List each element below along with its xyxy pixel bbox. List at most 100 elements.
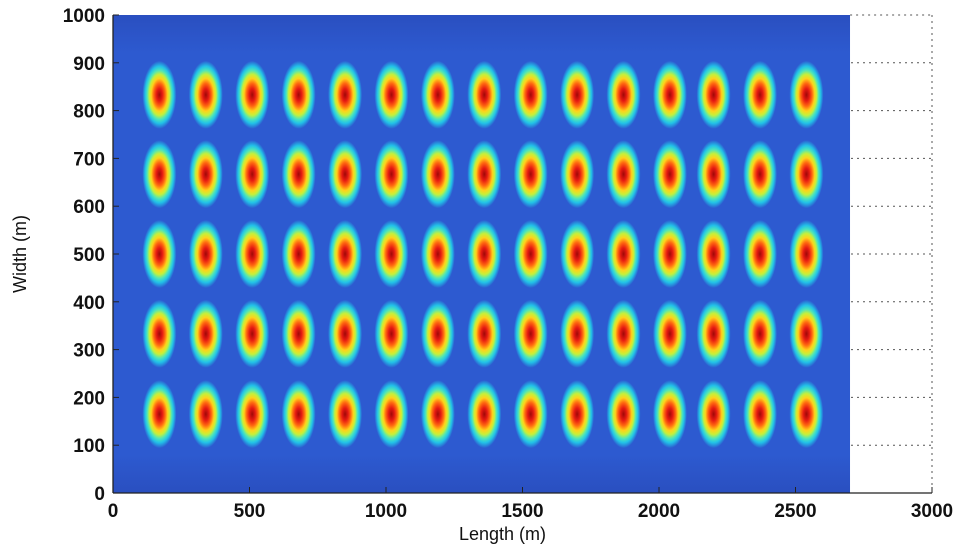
heatmap-area bbox=[113, 15, 851, 493]
heat-spot bbox=[281, 380, 316, 449]
heat-spot bbox=[142, 220, 177, 288]
heat-spot bbox=[696, 220, 731, 288]
heat-spot bbox=[281, 140, 316, 209]
heat-spot bbox=[188, 380, 223, 449]
heat-spot bbox=[652, 380, 687, 449]
y-tick-label: 900 bbox=[73, 54, 105, 75]
heat-spot bbox=[513, 60, 548, 129]
heat-spot bbox=[696, 140, 731, 209]
heat-spot bbox=[789, 140, 824, 209]
heat-spot bbox=[513, 220, 548, 288]
heat-spot bbox=[142, 380, 177, 449]
heat-spot bbox=[328, 220, 363, 288]
heat-spot bbox=[328, 140, 363, 209]
heat-spot bbox=[188, 60, 223, 129]
heat-spot bbox=[789, 60, 824, 129]
heat-spot bbox=[188, 299, 223, 368]
heat-spot bbox=[652, 60, 687, 129]
y-tick-label: 1000 bbox=[63, 6, 105, 27]
heat-spot bbox=[606, 380, 641, 449]
heat-spot bbox=[235, 380, 270, 449]
y-tick-label: 400 bbox=[73, 293, 105, 314]
heat-spot bbox=[281, 299, 316, 368]
heat-spot bbox=[560, 299, 595, 368]
heat-spot bbox=[188, 140, 223, 209]
heat-spot bbox=[696, 60, 731, 129]
heat-spot bbox=[743, 140, 778, 209]
heat-spot bbox=[235, 299, 270, 368]
heat-spot bbox=[420, 60, 455, 129]
heat-spot bbox=[560, 60, 595, 129]
x-axis-label: Length (m) bbox=[459, 524, 546, 544]
y-tick-label: 0 bbox=[94, 484, 105, 505]
heat-spot bbox=[328, 380, 363, 449]
heat-spot bbox=[420, 140, 455, 209]
heat-spot bbox=[606, 140, 641, 209]
heat-spot bbox=[328, 60, 363, 129]
heat-spot bbox=[235, 220, 270, 288]
heat-spot bbox=[142, 299, 177, 368]
heat-spot bbox=[560, 140, 595, 209]
x-tick-label: 3000 bbox=[911, 501, 953, 522]
y-tick-label: 200 bbox=[73, 388, 105, 409]
heat-spot bbox=[606, 60, 641, 129]
y-axis-label: Width (m) bbox=[10, 215, 30, 293]
heat-spot bbox=[374, 380, 409, 449]
heat-spot bbox=[696, 380, 731, 449]
heat-spot bbox=[606, 299, 641, 368]
heat-spot bbox=[328, 299, 363, 368]
heat-spot bbox=[743, 60, 778, 129]
y-tick-label: 800 bbox=[73, 102, 105, 123]
heat-spot bbox=[374, 140, 409, 209]
heat-spot bbox=[789, 380, 824, 449]
heat-spot bbox=[374, 60, 409, 129]
heat-spot bbox=[560, 220, 595, 288]
heat-spot bbox=[467, 380, 502, 449]
heat-spot bbox=[652, 140, 687, 209]
heat-spot bbox=[374, 299, 409, 368]
heat-spot bbox=[513, 299, 548, 368]
x-tick-label: 1000 bbox=[365, 501, 407, 522]
heat-spot bbox=[513, 380, 548, 449]
x-tick-label: 2000 bbox=[638, 501, 680, 522]
x-tick-label: 2500 bbox=[774, 501, 816, 522]
heat-spot bbox=[743, 380, 778, 449]
x-tick-label: 0 bbox=[108, 501, 119, 522]
x-tick-label: 500 bbox=[234, 501, 266, 522]
heat-spot bbox=[420, 220, 455, 288]
y-tick-label: 300 bbox=[73, 341, 105, 362]
heat-spot bbox=[606, 220, 641, 288]
heat-spot bbox=[467, 60, 502, 129]
heat-spot bbox=[142, 140, 177, 209]
heat-spot bbox=[696, 299, 731, 368]
heat-spot bbox=[188, 220, 223, 288]
heat-spot bbox=[420, 380, 455, 449]
y-tick-label: 100 bbox=[73, 436, 105, 457]
heat-spot bbox=[235, 140, 270, 209]
heat-spot bbox=[467, 220, 502, 288]
y-tick-label: 700 bbox=[73, 149, 105, 170]
heat-spot bbox=[789, 299, 824, 368]
heat-spot bbox=[652, 220, 687, 288]
y-tick-label: 500 bbox=[73, 245, 105, 266]
heat-spot bbox=[467, 140, 502, 209]
y-tick-label: 600 bbox=[73, 197, 105, 218]
heat-spot bbox=[743, 220, 778, 288]
x-axis-ticks: 0 500 1000 1500 2000 2500 3000 bbox=[108, 487, 953, 522]
heat-spot bbox=[789, 220, 824, 288]
heat-spot bbox=[235, 60, 270, 129]
heat-spot bbox=[743, 299, 778, 368]
heat-spot bbox=[652, 299, 687, 368]
heat-spot bbox=[467, 299, 502, 368]
y-axis-ticks: 0 100 200 300 400 500 600 700 800 900 1000 bbox=[63, 6, 119, 505]
heat-spot bbox=[374, 220, 409, 288]
heat-spot bbox=[142, 60, 177, 129]
heat-spot bbox=[281, 220, 316, 288]
heat-spot bbox=[420, 299, 455, 368]
x-tick-label: 1500 bbox=[501, 501, 543, 522]
heat-spot bbox=[560, 380, 595, 449]
heat-spot bbox=[281, 60, 316, 129]
heat-spot bbox=[513, 140, 548, 209]
